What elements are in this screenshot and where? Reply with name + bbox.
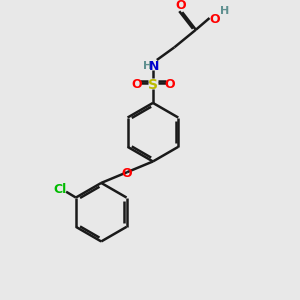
Text: S: S — [148, 78, 158, 92]
Text: Cl: Cl — [54, 183, 67, 196]
Text: H: H — [143, 61, 153, 71]
Text: H: H — [220, 6, 229, 16]
Text: O: O — [164, 78, 175, 92]
Text: O: O — [122, 167, 132, 180]
Text: O: O — [209, 13, 220, 26]
Text: O: O — [131, 78, 142, 92]
Text: N: N — [149, 60, 159, 73]
Text: O: O — [175, 0, 186, 12]
